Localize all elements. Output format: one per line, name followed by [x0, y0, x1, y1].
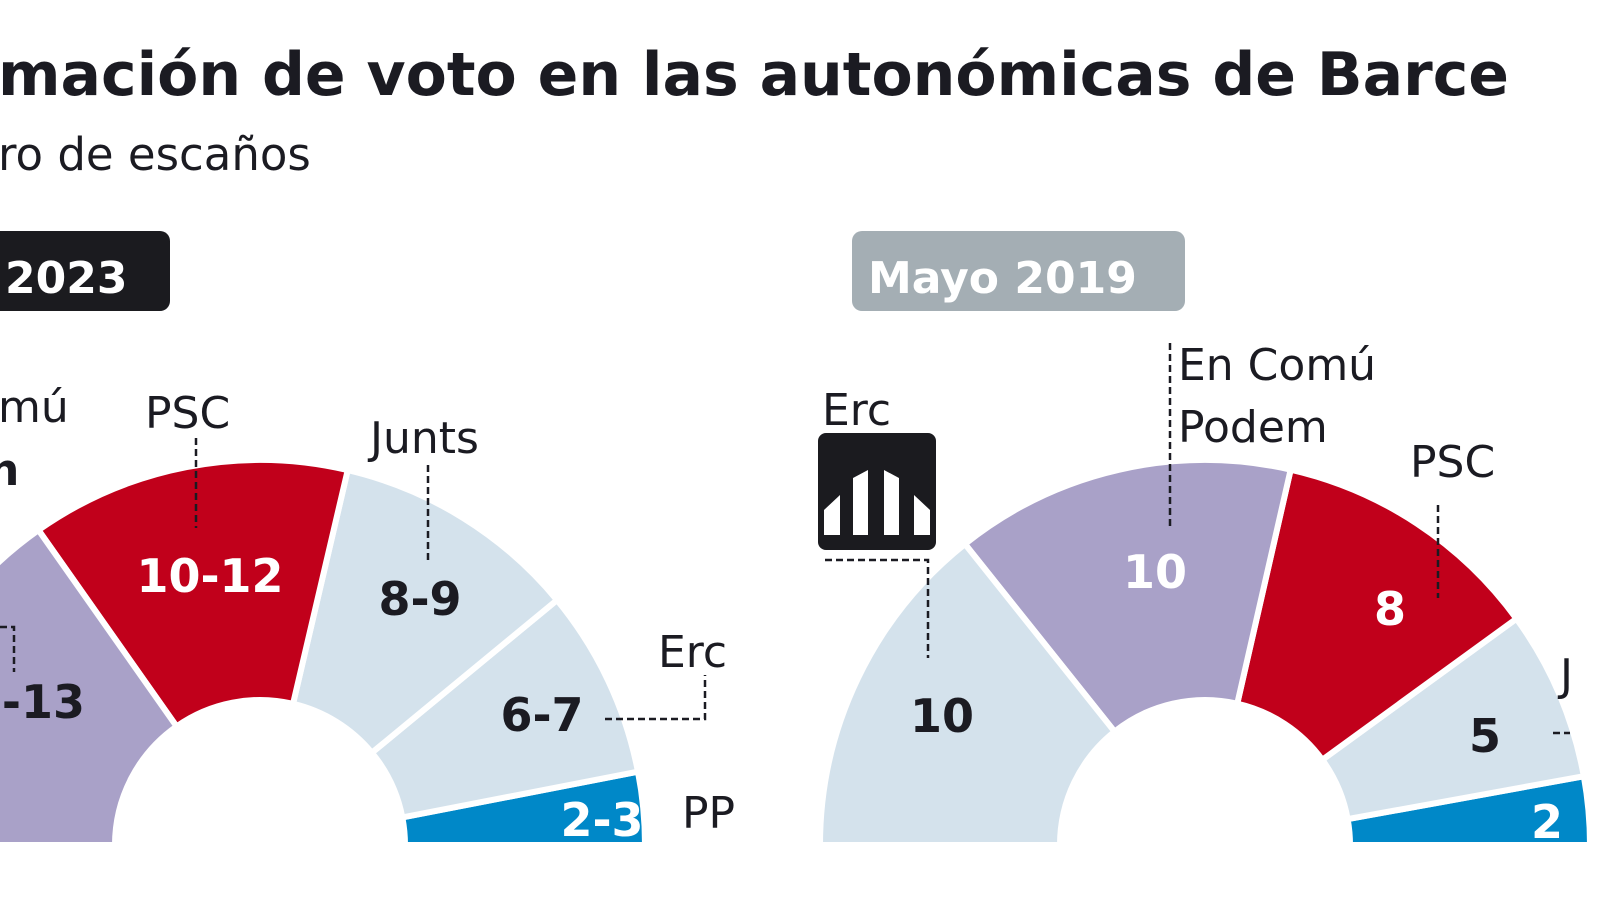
seat-segment-en-comú: [960, 457, 1295, 736]
party-label-en-comu-2023: mú: [0, 382, 69, 433]
baseline-mask: [0, 845, 655, 900]
hemicycle-2019: [810, 457, 1600, 900]
value-label-junts-2019: 5: [1469, 709, 1501, 763]
baseline-mask: [810, 845, 1600, 900]
value-label-psc-2019: 8: [1374, 582, 1406, 636]
badge-2019-label: Mayo 2019: [868, 253, 1137, 304]
value-label-en-comu-2023: -13: [2, 675, 85, 729]
leader-line-en-comu-2023: [0, 625, 16, 672]
seat-segment-psc: [1233, 466, 1521, 764]
party-label-en-comu-2019: En Comú: [1178, 340, 1376, 391]
chart-subtitle: ro de escaños: [0, 128, 311, 181]
party-label-erc-2019: Erc: [822, 385, 891, 436]
leader-line-erc-2019: [825, 558, 930, 658]
party-label-podem-2019: Podem: [1178, 402, 1328, 453]
value-label-erc-2023: 6-7: [500, 688, 583, 742]
seat-segment-en-comu: [0, 525, 181, 848]
chart-title: mación de voto en las autonómicas de Bar…: [0, 40, 1509, 110]
seat-segment-erc: [816, 539, 1119, 848]
value-label-psc-2023: 10-12: [136, 549, 283, 603]
leader-line-erc-2023: [605, 675, 707, 721]
party-label-junts-2023: Junts: [367, 413, 479, 464]
badge-2023-label: 2023: [5, 253, 127, 304]
erc-logo-icon: [818, 433, 936, 550]
party-label-junts-2019: J: [1557, 650, 1573, 701]
party-label-psc-2019: PSC: [1410, 437, 1495, 488]
value-label-pp-2023: 2-3: [560, 793, 643, 847]
party-label-podem-2023: n: [0, 445, 19, 496]
party-label-erc-2023: Erc: [658, 627, 727, 678]
value-label-en-comu-2019: 10: [1123, 545, 1187, 599]
seat-segment-junts: [289, 466, 562, 757]
badge-2023: [0, 231, 170, 311]
party-label-psc-2023: PSC: [145, 388, 230, 439]
value-label-junts-2023: 8-9: [378, 572, 461, 626]
hemicycle-2023: [0, 457, 655, 900]
badge-2019: [852, 231, 1185, 311]
value-label-pp-2019: 2: [1531, 795, 1563, 849]
value-label-erc-2019: 10: [910, 689, 974, 743]
party-label-pp-2023: PP: [682, 788, 735, 839]
seat-segment-psc: [34, 457, 352, 731]
